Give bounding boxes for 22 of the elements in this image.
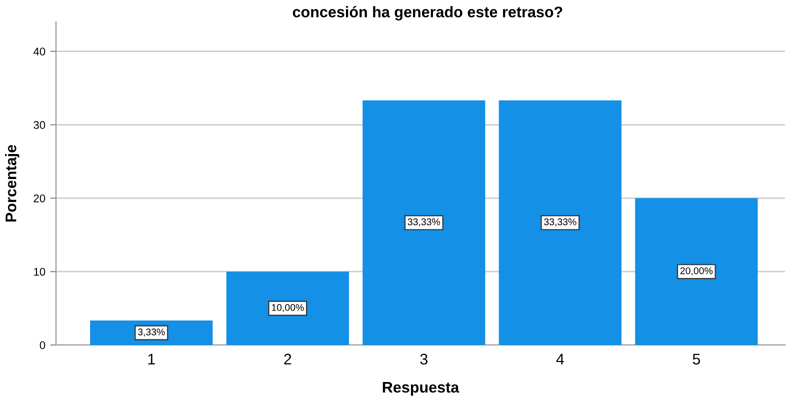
chart-title: concesión ha generado este retraso? xyxy=(292,6,562,20)
x-tick-label: 5 xyxy=(692,354,700,365)
data-label: 3,33% xyxy=(138,328,165,337)
x-tick-label: 4 xyxy=(556,354,564,364)
data-label: 33,33% xyxy=(408,218,440,226)
data-label: 33,33% xyxy=(544,218,576,226)
data-label: 10,00% xyxy=(272,304,304,312)
bar xyxy=(635,198,758,345)
x-tick-label: 3 xyxy=(420,354,428,365)
bar xyxy=(362,100,486,345)
x-tick-label: 1 xyxy=(148,354,155,364)
y-tick-label: 20 xyxy=(34,194,46,202)
y-tick-label: 0 xyxy=(40,341,46,350)
bar xyxy=(498,100,622,345)
x-tick-label: 2 xyxy=(284,354,292,364)
y-tick-label: 10 xyxy=(34,268,46,276)
data-label: 20,00% xyxy=(680,267,713,276)
bar xyxy=(226,272,349,345)
y-tick-label: 40 xyxy=(33,48,46,56)
x-axis-title: Respuesta xyxy=(382,382,460,396)
y-axis-title: Porcentaje xyxy=(5,144,20,222)
y-tick-label: 30 xyxy=(34,121,46,129)
